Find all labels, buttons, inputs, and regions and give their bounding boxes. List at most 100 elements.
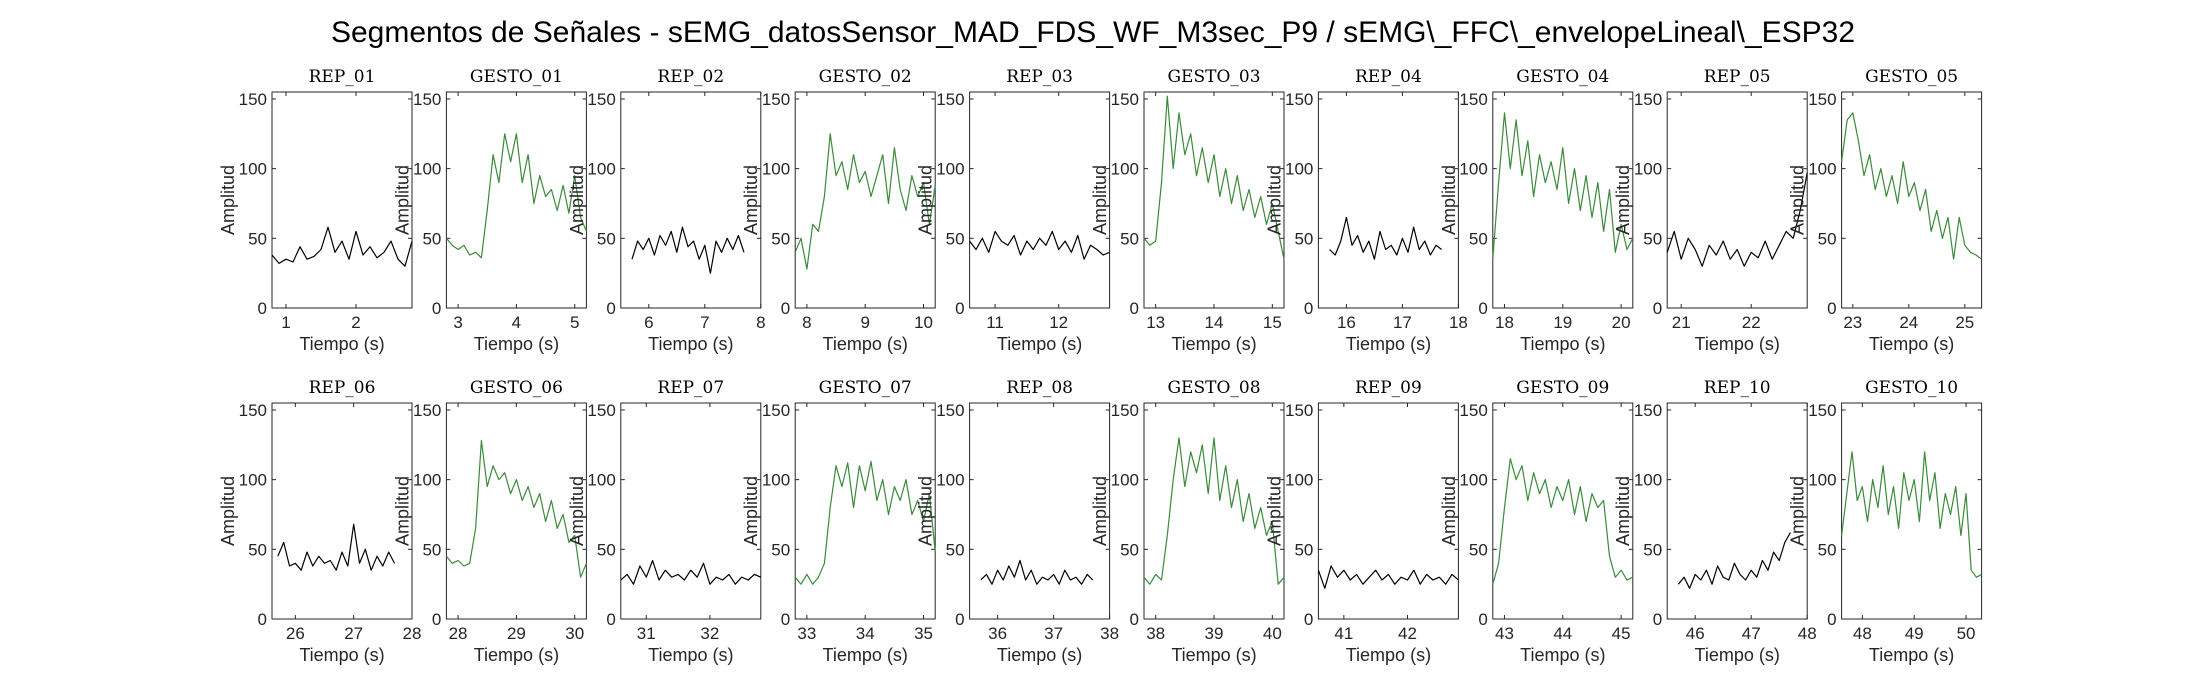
plot-area — [1143, 91, 1285, 309]
y-tick-label: 100 — [239, 471, 267, 490]
y-tick-label: 0 — [606, 299, 615, 318]
y-tick-label: 100 — [587, 160, 615, 179]
y-axis-label: Amplitud — [916, 476, 936, 546]
y-tick-label: 150 — [1459, 401, 1487, 420]
y-axis-label: Amplitud — [1264, 165, 1284, 235]
x-tick-label: 6 — [644, 313, 653, 332]
y-tick-label: 100 — [1285, 160, 1313, 179]
x-tick-label: 20 — [1612, 313, 1631, 332]
y-tick-label: 50 — [422, 540, 441, 559]
y-tick-label: 50 — [422, 229, 441, 248]
y-tick-label: 50 — [1120, 540, 1139, 559]
y-tick-label: 150 — [1808, 401, 1836, 420]
subplot-rep-04: REP_04 0 50 100 150 16 17 18 Tiempo (s) Amplitud — [1264, 67, 1467, 354]
x-axis-label: Tiempo (s) — [648, 645, 733, 665]
x-tick-label: 8 — [756, 313, 765, 332]
subplot-gesto-02: GESTO_02 0 50 100 150 8 9 10 Tiempo (s) Amplitud — [741, 67, 936, 354]
plot-area — [1666, 402, 1808, 620]
y-tick-label: 50 — [1818, 540, 1837, 559]
x-tick-label: 27 — [344, 624, 363, 643]
plot-area — [1841, 91, 1983, 309]
y-tick-label: 100 — [936, 471, 964, 490]
y-axis-label: Amplitud — [1090, 476, 1110, 546]
subplot-gesto-06: GESTO_06 0 50 100 150 28 29 30 Tiempo (s) Amplitu… — [392, 378, 587, 665]
y-tick-label: 0 — [1653, 610, 1662, 629]
plot-title: REP_10 — [1704, 378, 1771, 398]
y-tick-label: 50 — [771, 540, 790, 559]
y-tick-label: 0 — [955, 610, 964, 629]
x-tick-label: 4 — [512, 313, 521, 332]
subplot-rep-08: REP_08 0 50 100 150 36 37 38 Tiempo (s) Amplitud — [916, 378, 1119, 665]
x-axis-label: Tiempo (s) — [1171, 645, 1256, 665]
x-tick-label: 7 — [700, 313, 709, 332]
x-tick-label: 3 — [453, 313, 462, 332]
y-axis-label: Amplitud — [1613, 476, 1633, 546]
plot-area — [969, 91, 1111, 309]
y-tick-label: 150 — [413, 401, 441, 420]
plot-area — [271, 402, 413, 620]
y-tick-label: 0 — [1653, 299, 1662, 318]
subplot-rep-01: REP_01 0 50 100 150 1 2 Tiempo (s) Amplitud — [218, 67, 413, 354]
plot-title: REP_06 — [309, 378, 376, 398]
y-axis-label: Amplitud — [1788, 476, 1808, 546]
y-tick-label: 150 — [1111, 90, 1139, 109]
y-tick-label: 150 — [1634, 90, 1662, 109]
y-axis-label: Amplitud — [1439, 165, 1459, 235]
subplot-rep-03: REP_03 0 50 100 150 11 12 Tiempo (s) Amplitud — [916, 67, 1111, 354]
y-axis-label: Amplitud — [567, 476, 587, 546]
x-axis-label: Tiempo (s) — [1520, 334, 1605, 354]
y-axis-label: Amplitud — [741, 165, 761, 235]
y-tick-label: 150 — [936, 401, 964, 420]
y-tick-label: 50 — [1294, 540, 1313, 559]
subplot-gesto-03: GESTO_03 0 50 100 150 13 14 15 Tiempo (s) Amplitu… — [1090, 67, 1285, 354]
plot-title: REP_01 — [309, 67, 376, 87]
series-line-rep — [969, 230, 1110, 260]
y-tick-label: 100 — [413, 160, 441, 179]
x-axis-label: Tiempo (s) — [997, 645, 1082, 665]
y-tick-label: 100 — [1111, 471, 1139, 490]
x-tick-label: 21 — [1672, 313, 1691, 332]
y-tick-label: 150 — [587, 90, 615, 109]
y-tick-label: 50 — [946, 540, 965, 559]
y-tick-label: 0 — [432, 299, 441, 318]
subplot-rep-02: REP_02 0 50 100 150 6 7 8 Tiempo (s) Amplitud — [567, 67, 766, 354]
y-tick-label: 100 — [1808, 160, 1836, 179]
plot-area — [969, 402, 1111, 620]
series-line-gesto — [1143, 95, 1285, 260]
plot-area — [445, 91, 587, 309]
series-line-gesto — [1492, 112, 1634, 260]
series-line-gesto — [794, 133, 936, 270]
y-tick-label: 0 — [781, 299, 790, 318]
y-tick-label: 100 — [239, 160, 267, 179]
y-tick-label: 0 — [1304, 299, 1313, 318]
subplot-gesto-07: GESTO_07 0 50 100 150 33 34 35 Tiempo (s) Amplitu… — [741, 378, 936, 665]
y-tick-label: 150 — [587, 401, 615, 420]
series-line-rep — [620, 559, 762, 585]
plot-title: GESTO_06 — [470, 378, 563, 398]
x-axis-label: Tiempo (s) — [648, 334, 733, 354]
series-line-rep — [1666, 172, 1808, 267]
series-line-rep — [271, 226, 413, 267]
x-tick-label: 28 — [449, 624, 468, 643]
x-tick-label: 11 — [986, 313, 1004, 332]
series-line-gesto — [445, 133, 587, 259]
x-tick-label: 2 — [351, 313, 360, 332]
y-tick-label: 100 — [1634, 160, 1662, 179]
y-tick-label: 50 — [1643, 229, 1662, 248]
y-axis-label: Amplitud — [1090, 165, 1110, 235]
plot-area — [271, 91, 413, 309]
plot-title: GESTO_01 — [470, 67, 563, 87]
y-tick-label: 0 — [606, 610, 615, 629]
y-axis-label: Amplitud — [218, 165, 238, 235]
y-tick-label: 150 — [1634, 401, 1662, 420]
plot-title: REP_08 — [1006, 378, 1073, 398]
series-line-rep — [1677, 532, 1791, 589]
y-axis-label: Amplitud — [567, 165, 587, 235]
series-line-gesto — [1492, 458, 1634, 585]
x-tick-label: 25 — [1955, 313, 1974, 332]
subplot-gesto-01: GESTO_01 0 50 100 150 3 4 5 Tiempo (s) Amplitud — [392, 67, 587, 354]
x-axis-label: Tiempo (s) — [474, 645, 559, 665]
x-tick-label: 18 — [1495, 313, 1514, 332]
